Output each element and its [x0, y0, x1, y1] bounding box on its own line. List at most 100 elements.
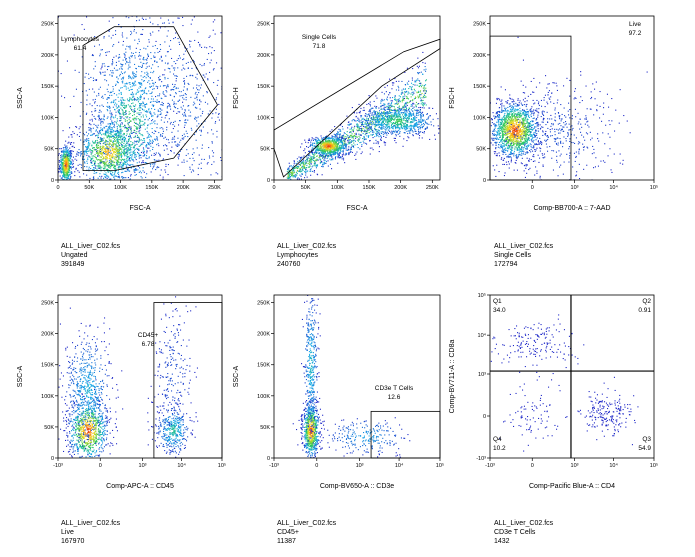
- event-dot: [96, 172, 98, 174]
- event-dot: [307, 139, 309, 141]
- event-dot: [162, 128, 164, 130]
- event-dot: [84, 134, 86, 136]
- event-dot: [194, 289, 195, 290]
- event-dot: [116, 123, 118, 125]
- event-dot: [129, 45, 131, 47]
- event-dot: [302, 169, 304, 171]
- event-dot: [152, 100, 154, 102]
- event-dot: [117, 162, 119, 164]
- event-dot: [116, 154, 118, 156]
- event-dot: [66, 156, 68, 158]
- event-dot: [139, 85, 141, 87]
- event-dot: [130, 187, 131, 188]
- event-dot: [217, 2, 218, 3]
- event-dot: [410, 100, 412, 102]
- event-dot: [99, 133, 101, 135]
- event-dot: [350, 131, 352, 133]
- event-dot: [310, 159, 312, 161]
- event-dot: [115, 61, 117, 63]
- event-dot: [363, 137, 365, 139]
- event-dot: [120, 128, 122, 130]
- event-dot: [156, 166, 158, 168]
- event-dot: [152, 72, 154, 74]
- event-dot: [222, 117, 223, 118]
- event-dot: [146, 152, 148, 154]
- event-dot: [176, 8, 177, 9]
- event-dot: [159, 197, 160, 198]
- event-dot: [99, 109, 101, 111]
- event-dot: [381, 131, 383, 133]
- y-axis-label: SSC-A: [17, 87, 24, 109]
- event-dot: [116, 152, 118, 154]
- event-dot: [101, 65, 103, 67]
- event-dot: [358, 139, 360, 141]
- event-dot: [162, 103, 164, 105]
- event-dot: [144, 122, 146, 124]
- event-dot: [103, 173, 105, 175]
- event-dot: [172, 89, 174, 91]
- event-dot: [312, 170, 314, 172]
- plot-p2: 0 50K 100K 150K 200K 250K050K100K150K200K250K…: [233, 15, 441, 212]
- event-dot: [134, 152, 136, 154]
- event-dot: [69, 177, 71, 179]
- event-dot: [290, 171, 292, 173]
- event-dot: [177, 130, 179, 132]
- event-dot: [99, 53, 101, 55]
- event-dot: [120, 93, 122, 95]
- event-dot: [159, 174, 161, 176]
- event-dot: [208, 36, 210, 38]
- event-dot: [94, 79, 96, 81]
- event-dot: [162, 85, 164, 87]
- event-dot: [108, 162, 110, 164]
- event-dot: [58, 160, 60, 162]
- event-dot: [422, 105, 424, 107]
- event-dot: [79, 152, 81, 154]
- event-dot: [385, 142, 387, 144]
- event-dot: [350, 147, 352, 149]
- event-dot: [129, 152, 131, 154]
- event-dot: [131, 132, 133, 134]
- event-dot: [122, 77, 124, 79]
- event-dot: [105, 151, 107, 153]
- event-dot: [102, 128, 104, 130]
- event-dot: [204, 120, 206, 122]
- event-dot: [94, 45, 96, 47]
- event-dot: [147, 147, 149, 149]
- event-dot: [423, 94, 425, 96]
- event-dot: [156, 87, 158, 89]
- event-dot: [189, 199, 190, 200]
- event-dot: [366, 114, 368, 116]
- event-dot: [391, 109, 393, 111]
- event-dot: [90, 168, 92, 170]
- event-dot: [361, 124, 363, 126]
- event-dot: [97, 132, 99, 134]
- event-dot: [90, 158, 92, 160]
- event-dot: [193, 152, 195, 154]
- event-dot: [129, 149, 131, 151]
- event-dot: [140, 86, 142, 88]
- event-dot: [83, 144, 85, 146]
- event-dot: [125, 164, 127, 166]
- event-dot: [196, 96, 198, 98]
- event-dot: [105, 144, 107, 146]
- event-dot: [210, 174, 212, 176]
- event-dot: [150, 67, 152, 69]
- event-dot: [114, 126, 116, 128]
- event-dot: [94, 117, 96, 119]
- event-dot: [136, 91, 138, 93]
- event-dot: [212, 69, 214, 71]
- event-dot: [157, 139, 159, 141]
- event-dot: [362, 138, 364, 140]
- event-dot: [70, 162, 72, 164]
- event-dot: [181, 137, 183, 139]
- event-dot: [402, 145, 404, 147]
- event-dot: [99, 182, 100, 183]
- event-dot: [108, 222, 109, 223]
- event-dot: [117, 96, 119, 98]
- event-dot: [108, 176, 110, 178]
- event-dot: [121, 104, 123, 106]
- event-dot: [134, 131, 136, 133]
- event-dot: [293, 160, 295, 162]
- event-dot: [184, 82, 186, 84]
- event-dot: [92, 151, 94, 153]
